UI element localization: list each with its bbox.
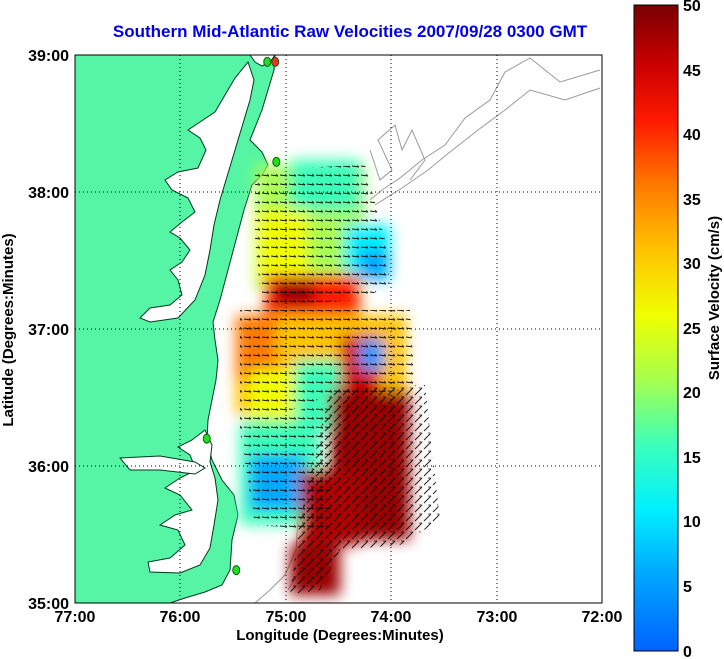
radar-station-marker <box>271 56 280 67</box>
colorbar-tick: 15 <box>683 450 701 467</box>
radar-station-marker <box>263 56 272 67</box>
x-tick: 76:00 <box>160 609 201 626</box>
chart-title: Southern Mid-Atlantic Raw Velocities 200… <box>112 22 588 41</box>
y-tick: 38:00 <box>28 185 69 202</box>
radar-stations <box>202 56 281 576</box>
chesapeake-bay <box>139 60 255 323</box>
grid-lines <box>75 55 602 603</box>
x-tick: 74:00 <box>371 609 412 626</box>
y-axis-label: Latitude (Degrees:Minutes) <box>0 233 17 426</box>
colorbar-tick: 30 <box>683 256 701 273</box>
colorbar-tick: 40 <box>683 127 701 144</box>
radar-station-marker <box>232 565 241 576</box>
x-tick: 73:00 <box>477 609 518 626</box>
y-tick: 39:00 <box>28 48 69 65</box>
colorbar-tick: 25 <box>683 321 701 338</box>
colorbar-ticks: 50 45 40 35 30 25 20 15 10 5 0 <box>683 0 701 659</box>
colorbar-tick: 5 <box>683 579 692 596</box>
x-axis-label: Longitude (Degrees:Minutes) <box>236 627 444 644</box>
colorbar-tick: 10 <box>683 514 701 531</box>
colorbar-tick: 50 <box>683 0 701 15</box>
colorbar-label: Surface Velocity (cm/s) <box>706 216 723 380</box>
x-tick: 77:00 <box>55 609 96 626</box>
colorbar <box>633 4 679 652</box>
albemarle-sound <box>118 455 206 475</box>
x-tick: 75:00 <box>266 609 307 626</box>
y-axis-ticks: 39:00 38:00 37:00 36:00 35:00 <box>28 48 69 613</box>
y-tick: 36:00 <box>28 459 69 476</box>
colorbar-tick: 45 <box>683 63 701 80</box>
y-tick: 35:00 <box>28 596 69 613</box>
radar-station-marker <box>202 433 211 444</box>
colorbar-tick: 35 <box>683 192 701 209</box>
radar-station-marker <box>272 156 281 167</box>
x-tick: 72:00 <box>582 609 623 626</box>
colorbar-tick: 20 <box>683 385 701 402</box>
colorbar-tick: 0 <box>683 644 692 659</box>
x-axis-ticks: 77:00 76:00 75:00 74:00 73:00 72:00 <box>55 609 623 626</box>
y-tick: 37:00 <box>28 322 69 339</box>
plot-frame <box>74 54 603 604</box>
velocity-vectors <box>240 165 440 595</box>
